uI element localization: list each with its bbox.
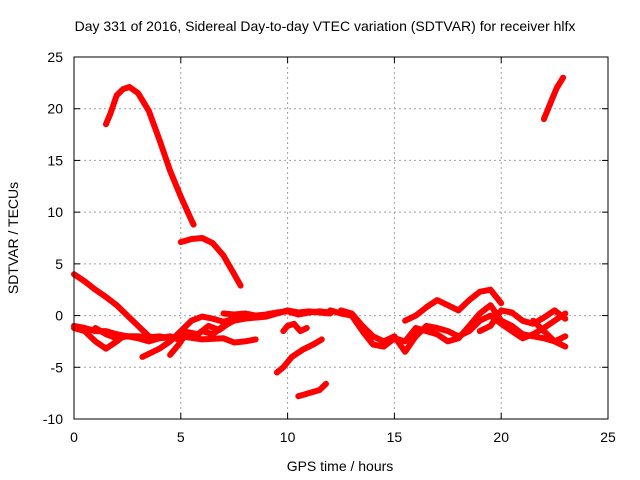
series-arc-7 [139, 313, 248, 360]
y-tick-label: 0 [55, 308, 63, 324]
series-arc-18 [530, 317, 569, 350]
y-axis-label: SDTVAR / TECUs [5, 182, 21, 294]
y-tick-label: 25 [47, 49, 63, 65]
y-tick-label: 20 [47, 101, 63, 117]
series-arc-11 [273, 336, 325, 376]
x-tick-label: 25 [600, 429, 616, 445]
series-arc-16 [338, 307, 569, 355]
series-arc-15 [402, 286, 505, 324]
grid-lines [74, 57, 608, 419]
series-arc-2 [177, 235, 244, 289]
y-tick-label: 10 [47, 204, 63, 220]
axis-ticks: 0 5 10 15 20 25 -10 -5 0 5 10 15 20 25 [43, 49, 616, 445]
y-tick-label: -10 [43, 411, 63, 427]
x-tick-label: 10 [280, 429, 296, 445]
x-axis-label: GPS time / hours [287, 458, 394, 474]
series-arc-10 [220, 308, 334, 319]
plot-area [71, 74, 569, 400]
series-arc-17 [476, 307, 569, 335]
x-tick-label: 20 [493, 429, 509, 445]
x-tick-label: 5 [177, 429, 185, 445]
series-arc-19 [540, 74, 567, 123]
y-tick-label: -5 [51, 359, 64, 375]
series-arc-6 [92, 325, 184, 345]
series-arc-1 [103, 84, 197, 228]
chart-title: Day 331 of 2016, Sidereal Day-to-day VTE… [75, 18, 576, 34]
x-tick-label: 0 [70, 429, 78, 445]
series-arc-12 [280, 320, 310, 335]
series-arc-13 [295, 380, 329, 400]
x-tick-label: 15 [387, 429, 403, 445]
y-tick-label: 15 [47, 152, 63, 168]
y-tick-label: 5 [55, 256, 63, 272]
plot-frame [73, 56, 609, 420]
